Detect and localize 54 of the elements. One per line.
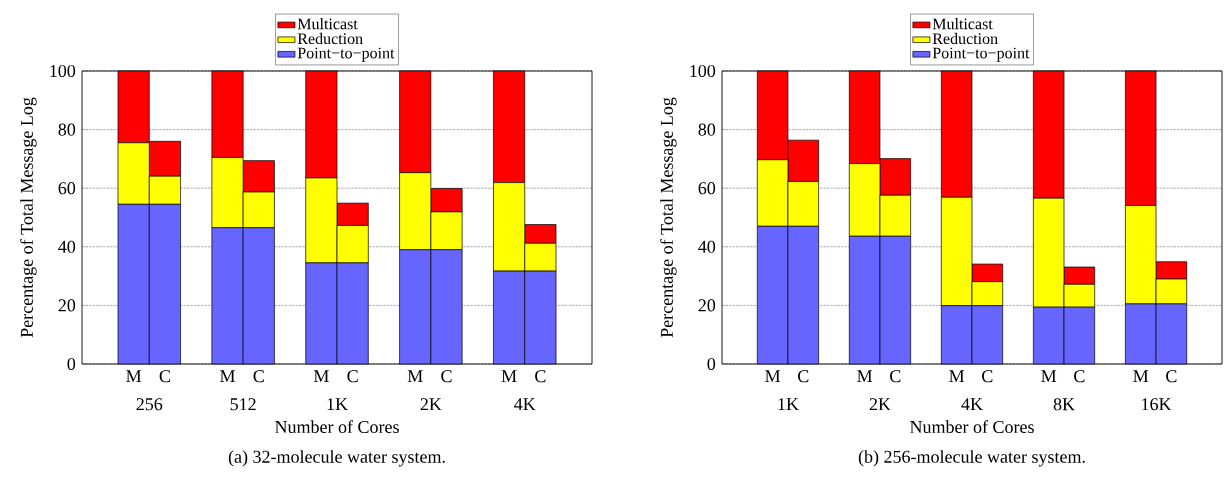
- y-tick-label: 100: [690, 64, 716, 78]
- x-tick-label: M: [857, 370, 873, 382]
- y-axis-title: Percentage of Total Message Log: [20, 97, 37, 338]
- x-tick-label: M: [1133, 370, 1149, 382]
- text: 4K: [961, 398, 983, 411]
- y-tick-label: 80: [58, 123, 76, 136]
- x-tick-label: C: [253, 370, 264, 383]
- y-tick-label: 40: [58, 240, 76, 253]
- x-tick-label: C: [982, 370, 993, 383]
- legend-label: Reduction: [932, 32, 998, 45]
- x-tick-label: C: [159, 370, 170, 383]
- y-tick-label: 0: [707, 357, 716, 371]
- x-tick-label: C: [1074, 370, 1085, 383]
- text: (b) 256-molecule water system.: [858, 450, 1085, 467]
- legend-label: Point−to−point: [932, 47, 1030, 62]
- x-tick-label: M: [501, 370, 517, 382]
- x-tick-label: M: [126, 370, 142, 382]
- x-axis-title: Number of Cores: [910, 420, 1034, 434]
- text: 1K: [778, 398, 799, 411]
- y-tick-label: 60: [698, 182, 716, 195]
- x-tick-label: M: [313, 370, 329, 382]
- legend-label: Point−to−point: [297, 47, 395, 62]
- x-tick-label: M: [407, 370, 423, 382]
- text: 8K: [1053, 398, 1075, 411]
- text: 256: [136, 398, 163, 411]
- x-tick-label: C: [1166, 370, 1177, 383]
- y-tick-label: 40: [698, 240, 716, 253]
- text: 2K: [869, 398, 891, 411]
- legend-label: Multicast: [932, 18, 993, 30]
- x-tick-label: M: [1041, 370, 1057, 382]
- y-tick-label: 20: [58, 299, 76, 312]
- x-tick-label: C: [347, 370, 358, 383]
- text: 16K: [1142, 398, 1172, 411]
- y-tick-label: 60: [58, 182, 76, 195]
- text: 4K: [514, 398, 536, 411]
- y-tick-label: 0: [67, 357, 76, 371]
- y-tick-label: 80: [698, 123, 716, 136]
- text: (a) 32-molecule water system.: [228, 450, 445, 467]
- text: 1K: [327, 398, 348, 411]
- y-axis-title: Percentage of Total Message Log: [660, 97, 677, 338]
- x-tick-label: M: [765, 370, 781, 382]
- x-tick-label: M: [220, 370, 235, 382]
- x-tick-label: C: [535, 370, 546, 383]
- legend-label: Reduction: [297, 32, 363, 45]
- y-tick-label: 100: [50, 64, 76, 78]
- x-tick-label: M: [949, 370, 965, 382]
- y-tick-label: 20: [698, 299, 716, 312]
- x-axis-title: Number of Cores: [275, 420, 399, 434]
- legend-label: Multicast: [297, 18, 358, 30]
- x-tick-label: C: [890, 370, 901, 383]
- text: 512: [230, 398, 256, 411]
- x-tick-label: C: [798, 370, 809, 383]
- text: 2K: [420, 398, 442, 411]
- x-tick-label: C: [441, 370, 452, 383]
